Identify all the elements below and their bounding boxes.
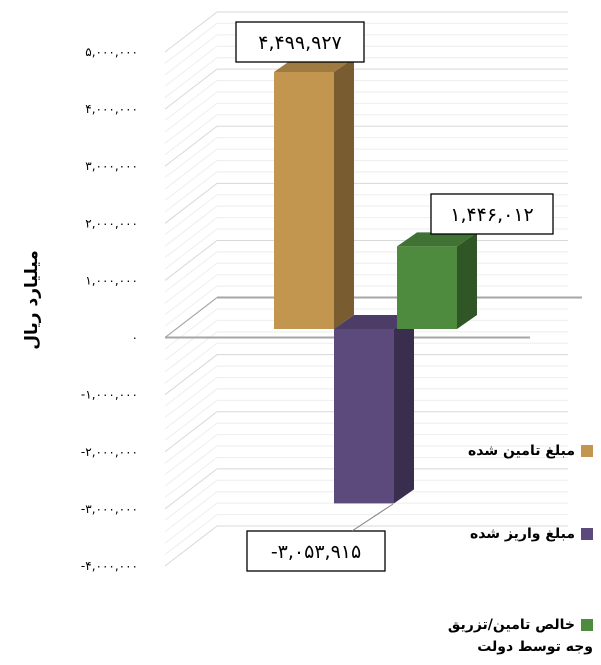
gridline: [164, 114, 568, 156]
gridline: [164, 445, 568, 487]
y-tick-label: -۴,۰۰۰,۰۰۰: [81, 559, 138, 573]
legend-label-net-line1: خالص تامین/تزریق: [447, 617, 575, 633]
gridline: [164, 182, 568, 224]
gridline: [164, 399, 568, 441]
gridline: [164, 34, 568, 76]
zero-line-depth: [164, 297, 218, 338]
gridline: [164, 171, 568, 213]
bar-deposited: [334, 315, 414, 504]
legend-item-funded: مبلغ تامین شده: [468, 440, 593, 462]
gridline: [164, 125, 568, 167]
data-label-net: ۱,۴۴۶,۰۱۲: [430, 193, 554, 235]
gridline: [164, 159, 568, 201]
gridline: [164, 491, 568, 533]
legend-swatch-deposited: [581, 528, 593, 540]
y-tick-label: -۲,۰۰۰,۰۰۰: [81, 445, 138, 459]
gridline: [164, 68, 568, 110]
gridline: [164, 502, 568, 544]
gridline: [164, 11, 568, 53]
gridline: [164, 422, 568, 464]
bar-funded: [274, 58, 354, 330]
svg-text:۴,۴۹۹,۹۲۷: ۴,۴۹۹,۹۲۷: [258, 32, 342, 54]
legend-label-deposited: مبلغ واریز شده: [469, 526, 575, 542]
legend-swatch-net: [581, 619, 593, 631]
gridline: [164, 331, 568, 373]
svg-text:-۳,۰۵۳,۹۱۵: -۳,۰۵۳,۹۱۵: [271, 541, 361, 563]
gridline: [164, 365, 568, 407]
legend-item-deposited: مبلغ واریز شده: [470, 523, 593, 545]
y-tick-label: ۵,۰۰۰,۰۰۰: [85, 45, 138, 59]
legend-item-net: خالص تامین/تزریق وجه توسط دولت: [448, 614, 593, 658]
gridline: [164, 411, 568, 453]
y-tick-label: -۱,۰۰۰,۰۰۰: [81, 388, 138, 402]
y-tick-label: ۴,۰۰۰,۰۰۰: [85, 102, 138, 116]
y-axis: ۵,۰۰۰,۰۰۰ ۴,۰۰۰,۰۰۰ ۳,۰۰۰,۰۰۰ ۲,۰۰۰,۰۰۰ ۱,۰۰…: [81, 45, 138, 573]
gridline: [164, 45, 568, 87]
gridline: [164, 525, 568, 567]
y-axis-title: میلیارد ریال: [22, 250, 42, 349]
y-tick-label: ۰: [132, 331, 138, 345]
y-tick-label: -۳,۰۰۰,۰۰۰: [81, 502, 138, 516]
data-label-deposited: -۳,۰۵۳,۹۱۵: [246, 530, 386, 572]
legend-label-net-line2: وجه توسط دولت: [477, 639, 593, 655]
bar-net: [397, 232, 477, 329]
y-tick-label: ۳,۰۰۰,۰۰۰: [85, 159, 138, 173]
data-labels: ۴,۴۹۹,۹۲۷ -۳,۰۵۳,۹۱۵ ۱,۴۴۶,۰۱۲: [235, 21, 554, 572]
gridline: [164, 354, 568, 396]
gridline: [164, 388, 568, 430]
legend-label-funded: مبلغ تامین شده: [467, 443, 575, 459]
y-tick-label: ۲,۰۰۰,۰۰۰: [85, 216, 138, 230]
data-label-funded: ۴,۴۹۹,۹۲۷: [235, 21, 365, 63]
gridline: [164, 377, 568, 418]
svg-text:۱,۴۴۶,۰۱۲: ۱,۴۴۶,۰۱۲: [450, 204, 534, 226]
gridline: [164, 22, 568, 64]
gridline: [164, 137, 568, 179]
gridline: [164, 434, 568, 476]
gridline: [164, 468, 568, 510]
gridline: [164, 57, 568, 99]
gridline: [164, 91, 568, 133]
leader-line: [351, 503, 394, 532]
gridline: [164, 479, 568, 521]
legend-swatch-funded: [581, 445, 593, 457]
gridline: [164, 102, 568, 144]
gridline: [164, 342, 568, 384]
bars: [274, 58, 477, 504]
gridline: [164, 80, 568, 121]
y-tick-label: ۱,۰۰۰,۰۰۰: [85, 273, 138, 287]
gridline: [164, 514, 568, 555]
gridline: [164, 456, 568, 498]
gridline: [164, 148, 568, 190]
